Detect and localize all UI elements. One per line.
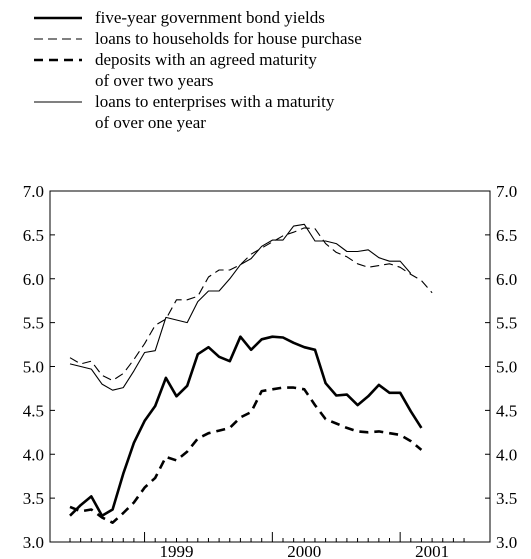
legend-label-1: five-year government bond yields	[95, 8, 325, 27]
legend-label-4: loans to enterprises with a maturity	[95, 92, 335, 111]
legend-label-3: of over two years	[95, 71, 214, 90]
y-tick-label-right: 6.5	[496, 226, 517, 245]
legend: five-year government bond yields loans to…	[34, 8, 362, 132]
y-tick-label-right: 4.0	[496, 445, 517, 464]
y-tick-label-right: 5.0	[496, 358, 517, 377]
axis-ticks: 3.0 3.0 3.5 3.5 4.0 4.0 4.5 4.5 5.0 5.0 5.5 5.5 6.0 6…	[23, 182, 518, 559]
series-lines	[69, 223, 433, 524]
y-tick-label-right: 5.5	[496, 314, 517, 333]
y-tick-label-right: 3.0	[496, 533, 517, 552]
y-tick-label-left: 5.0	[23, 358, 44, 377]
series-line-1	[69, 335, 423, 517]
y-tick-label-right: 4.5	[496, 401, 517, 420]
series-line-4	[69, 223, 412, 391]
y-tick-label-left: 6.5	[23, 226, 44, 245]
x-tick-label: 2001	[415, 542, 449, 559]
y-tick-label-right: 7.0	[496, 182, 517, 201]
legend-label-2: loans to households for house purchase	[95, 29, 362, 48]
x-tick-label: 1999	[160, 542, 194, 559]
series-line-3	[69, 386, 423, 524]
series-line-2	[69, 227, 433, 382]
y-tick-label-left: 3.0	[23, 533, 44, 552]
legend-label-3: deposits with an agreed maturity	[95, 50, 317, 69]
y-tick-label-left: 4.5	[23, 401, 44, 420]
y-tick-label-left: 3.5	[23, 489, 44, 508]
y-tick-label-left: 6.0	[23, 270, 44, 289]
y-tick-label-right: 6.0	[496, 270, 517, 289]
y-tick-label-left: 4.0	[23, 445, 44, 464]
x-tick-label: 2000	[287, 542, 321, 559]
y-tick-label-right: 3.5	[496, 489, 517, 508]
legend-label-4: of over one year	[95, 113, 206, 132]
y-tick-label-left: 7.0	[23, 182, 44, 201]
y-tick-label-left: 5.5	[23, 314, 44, 333]
